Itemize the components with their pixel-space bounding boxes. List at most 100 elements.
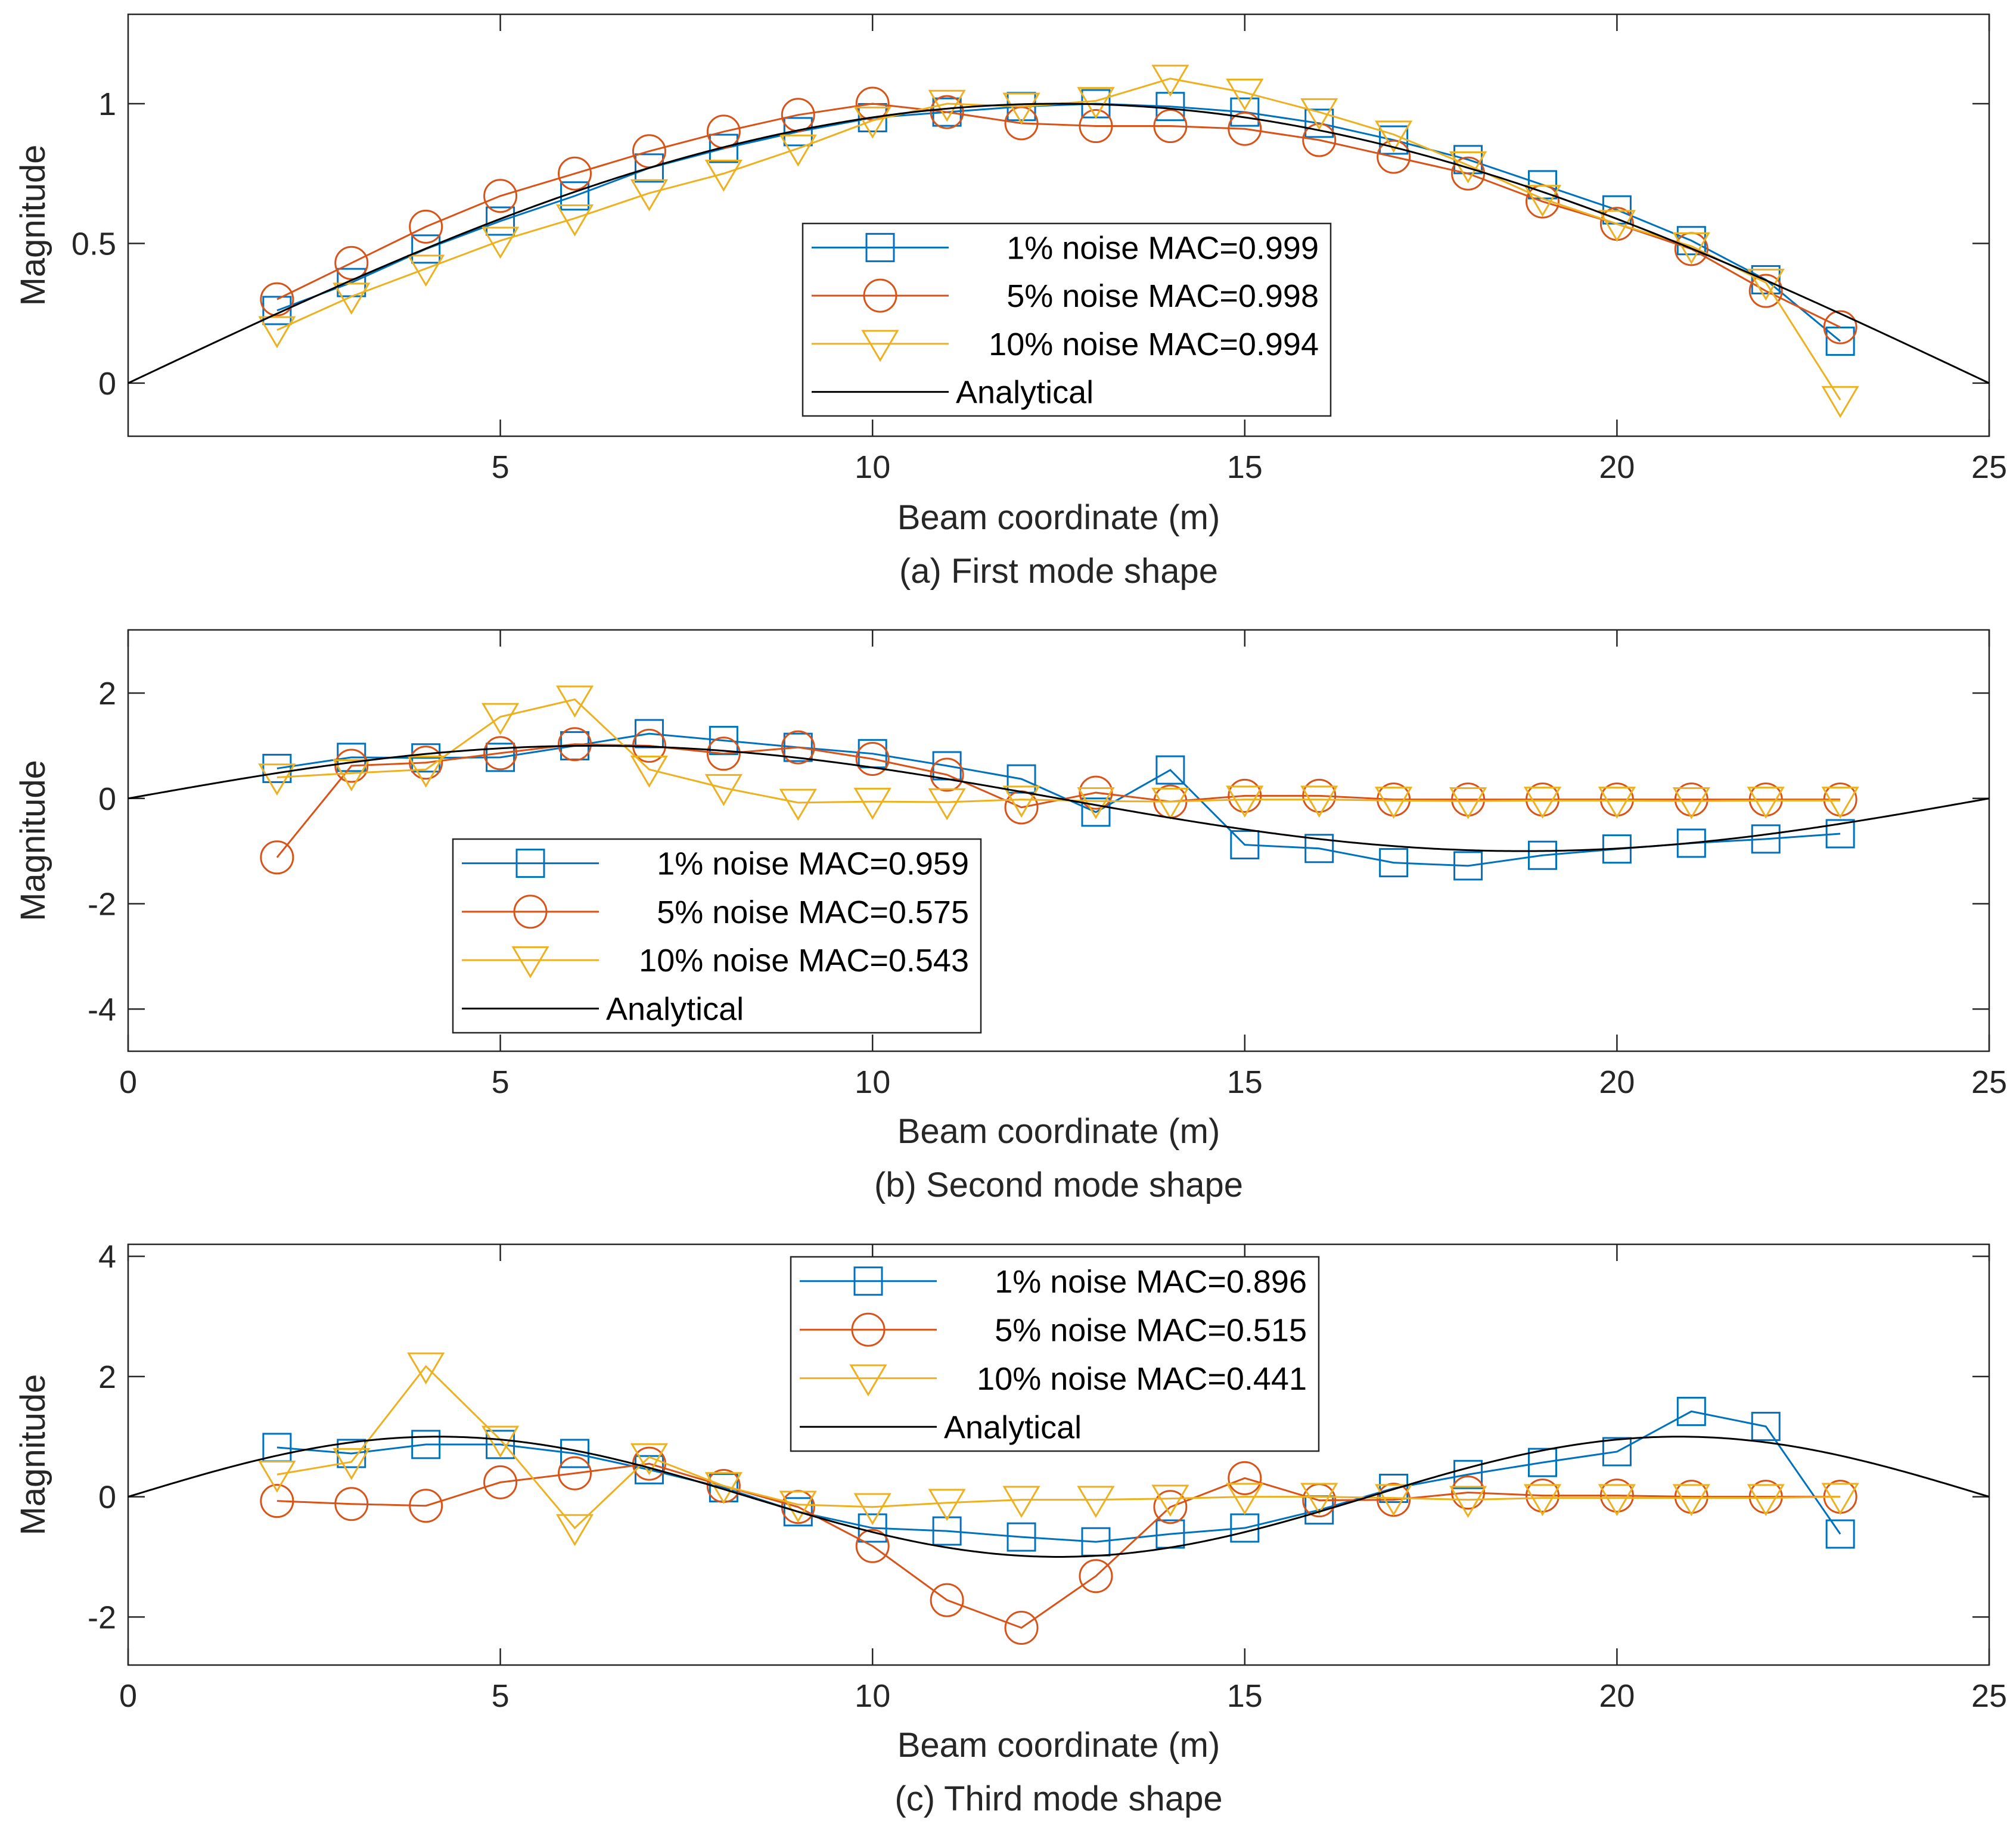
data-point-marker (483, 179, 518, 213)
legend-swatch-marker (851, 1312, 886, 1347)
data-point-marker (411, 234, 441, 264)
data-point-marker (1825, 1519, 1855, 1549)
legend: 1% noise MAC=0.896 5% noise MAC=0.515 10% … (790, 1256, 1320, 1452)
data-point-marker (1300, 785, 1338, 818)
x-tick-label: 20 (1599, 449, 1635, 485)
data-point-marker (1077, 1486, 1115, 1518)
data-point-marker (1676, 828, 1706, 858)
data-point-marker (555, 204, 594, 237)
data-point-marker (1823, 310, 1857, 344)
series-line (277, 732, 1841, 867)
data-point-marker (1081, 797, 1111, 827)
data-point-marker (1449, 787, 1487, 819)
y-tick-label: 4 (98, 1239, 116, 1275)
legend-box (790, 1256, 1320, 1452)
data-point-marker (634, 153, 664, 183)
data-point-marker (779, 1490, 817, 1523)
analytical-line (128, 103, 1989, 384)
data-point-marker (1300, 1483, 1338, 1515)
data-point-marker (1599, 1479, 1634, 1513)
data-point-marker (1751, 824, 1781, 854)
data-point-marker (1825, 327, 1855, 356)
legend-entry-label: 10% noise MAC=0.543 (639, 943, 969, 979)
series-line (277, 1365, 1841, 1530)
data-point-marker (1379, 1473, 1409, 1503)
data-point-marker (1751, 265, 1781, 294)
data-point-marker (407, 1352, 445, 1385)
data-point-marker (1151, 787, 1189, 820)
data-point-marker (558, 1456, 592, 1490)
data-point-marker (258, 763, 296, 796)
data-point-marker (1300, 98, 1338, 131)
y-tick-label: 0.5 (72, 226, 116, 262)
data-point-marker (1228, 111, 1262, 146)
data-point-marker (411, 743, 441, 773)
data-point-marker (783, 1497, 813, 1527)
data-point-marker (1375, 787, 1413, 819)
data-point-marker (1002, 1486, 1040, 1518)
data-point-marker (1821, 787, 1859, 819)
data-point-marker (260, 1484, 294, 1518)
data-point-marker (1079, 775, 1113, 810)
x-tick-label: 15 (1227, 449, 1263, 485)
data-point-marker (1598, 210, 1636, 243)
data-point-marker (1598, 1484, 1636, 1517)
legend-entry-label: 10% noise MAC=0.441 (977, 1361, 1307, 1397)
series-3 (258, 685, 1859, 821)
data-point-marker (486, 206, 515, 236)
data-point-marker (481, 1425, 520, 1458)
x-tick-label: 5 (492, 1678, 510, 1714)
series-4 (128, 744, 1989, 852)
legend-swatch-marker (511, 946, 549, 979)
data-point-marker (1451, 1476, 1486, 1510)
analytical-line (128, 744, 1989, 852)
data-point-marker (1602, 1437, 1632, 1467)
legend-entry-label: Analytical (956, 375, 1094, 411)
series-2 (260, 1446, 1857, 1645)
series-4 (128, 103, 1989, 384)
series-line (277, 103, 1841, 328)
legend-entry-label: 5% noise MAC=0.515 (995, 1312, 1307, 1348)
data-point-marker (1002, 92, 1040, 125)
data-point-marker (409, 746, 443, 780)
legend-swatch-marker (515, 849, 545, 878)
data-point-marker (334, 1487, 369, 1521)
data-point-marker (407, 755, 445, 788)
data-point-marker (779, 788, 817, 821)
data-point-marker (1451, 782, 1486, 817)
data-point-marker (334, 246, 369, 280)
data-point-marker (779, 134, 817, 167)
data-point-marker (630, 755, 669, 788)
data-point-marker (930, 95, 964, 129)
data-point-marker (1527, 1448, 1557, 1477)
data-point-marker (258, 316, 296, 349)
data-point-marker (1523, 787, 1562, 819)
data-point-marker (555, 1514, 594, 1546)
panel-a-axes-box (127, 13, 1990, 437)
y-axis-label: Magnitude (14, 145, 52, 306)
data-point-marker (409, 209, 443, 244)
data-point-marker (1151, 1484, 1189, 1517)
y-tick-label: -2 (88, 887, 116, 923)
data-point-marker (1304, 108, 1334, 138)
legend-swatch-marker (853, 1266, 883, 1296)
data-point-marker (1230, 830, 1260, 860)
x-tick-label: 15 (1227, 1678, 1263, 1714)
data-point-marker (783, 117, 813, 147)
x-tick-label: 15 (1227, 1064, 1263, 1100)
data-point-marker (1525, 1479, 1560, 1513)
y-tick-label: 1 (98, 86, 116, 122)
y-tick-label: -2 (88, 1599, 116, 1635)
panel-c-plot-area (128, 1352, 1989, 1645)
panel-b-plot-area (128, 685, 1989, 881)
data-point-marker (855, 742, 890, 777)
x-tick-label: 5 (492, 1064, 510, 1100)
legend-entry-label: 5% noise MAC=0.998 (1006, 278, 1319, 314)
data-point-marker (1748, 274, 1783, 308)
x-tick-label: 20 (1599, 1064, 1635, 1100)
data-point-marker (1155, 92, 1185, 122)
data-point-marker (1375, 1484, 1413, 1517)
series-2 (260, 86, 1857, 344)
panel-c: 0 5 10 15 20 25 -2 0 2 4 Beam coordinate (m) Magnit… (14, 1239, 2007, 1818)
